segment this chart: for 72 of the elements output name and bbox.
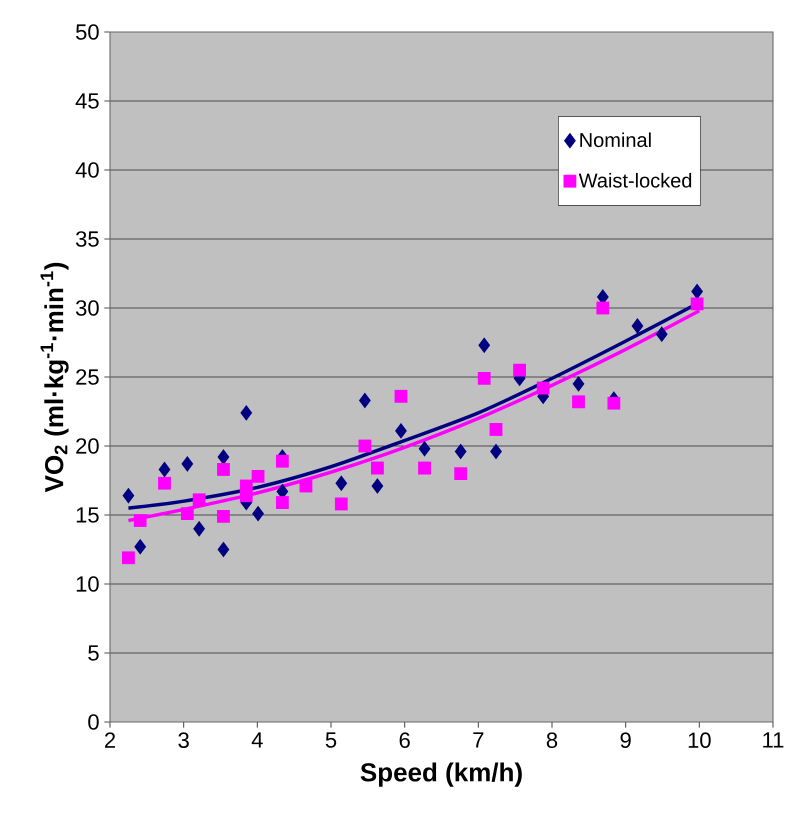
y-tick-label: 5 <box>88 645 99 661</box>
point <box>158 476 171 490</box>
point <box>335 476 348 491</box>
point <box>276 454 289 468</box>
point <box>371 462 384 474</box>
point <box>122 488 134 504</box>
point <box>181 456 194 472</box>
point <box>607 396 620 410</box>
point <box>394 390 408 403</box>
y-tick-label: 25 <box>76 369 99 385</box>
point <box>572 395 585 408</box>
point <box>395 423 407 439</box>
point <box>218 449 230 465</box>
x-tick-label: 7 <box>473 732 484 748</box>
point <box>134 539 146 554</box>
y-tick-label: 45 <box>76 93 99 109</box>
point <box>690 297 704 310</box>
y-tick-label: 10 <box>76 576 99 592</box>
point <box>418 441 430 456</box>
y-tick-label: 15 <box>76 507 99 523</box>
point <box>359 392 371 408</box>
legend-label: Nominal <box>580 132 651 148</box>
point <box>454 467 468 480</box>
y-tick-label: 35 <box>76 231 99 247</box>
point <box>513 364 526 376</box>
x-tick-label: 5 <box>326 732 336 748</box>
point <box>632 318 644 334</box>
point <box>252 506 264 522</box>
y-tick-label: 50 <box>76 24 99 40</box>
point <box>218 542 230 558</box>
point <box>572 376 584 392</box>
point <box>478 372 491 385</box>
point <box>656 326 668 342</box>
x-axis-title: Speed (km/h) <box>360 762 522 787</box>
point <box>134 514 147 527</box>
point <box>490 444 502 460</box>
point <box>192 493 206 506</box>
point <box>240 489 253 502</box>
point <box>252 470 264 483</box>
legend-label: Waist-locked <box>578 172 692 188</box>
point <box>300 480 312 492</box>
point <box>217 463 230 476</box>
point <box>334 498 348 510</box>
y-tick-label: 0 <box>88 714 99 730</box>
point <box>276 496 289 509</box>
y-tick-label: 40 <box>76 162 99 178</box>
point <box>691 284 703 300</box>
point <box>372 478 384 494</box>
x-tick-label: 6 <box>400 732 410 748</box>
point <box>217 510 230 523</box>
x-tick-label: 4 <box>252 732 263 748</box>
point <box>122 551 135 564</box>
x-tick-label: 8 <box>546 732 558 748</box>
point <box>193 521 206 537</box>
x-tick-label: 9 <box>620 732 631 748</box>
point <box>418 462 431 474</box>
point <box>596 302 610 314</box>
x-tick-label: 2 <box>104 732 116 748</box>
point <box>490 423 502 436</box>
x-tick-label: 11 <box>763 732 784 748</box>
point <box>180 507 194 520</box>
y-tick-label: 30 <box>76 300 99 316</box>
x-tick-label: 10 <box>688 732 711 748</box>
y-tick-label: 20 <box>76 438 99 454</box>
point <box>536 382 550 394</box>
point <box>358 440 372 452</box>
point <box>478 338 490 353</box>
point <box>240 405 252 421</box>
x-tick-label: 3 <box>178 732 189 748</box>
point <box>454 444 467 460</box>
point <box>158 462 170 478</box>
y-axis-title: VO$_{2}$ (ml·kg$^{-1}$·min$^{-1}$) <box>40 262 69 492</box>
